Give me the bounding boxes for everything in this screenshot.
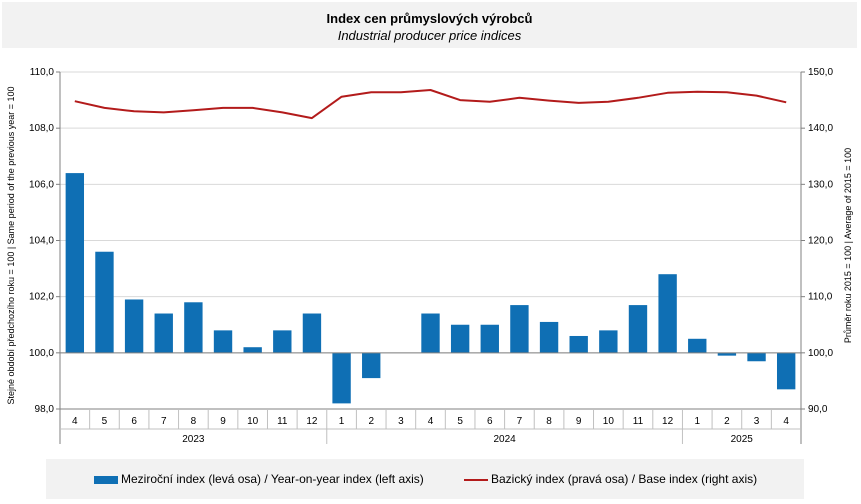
right-tick-label: 120,0 [808, 236, 833, 247]
right-tick-label: 110,0 [808, 292, 833, 303]
bar-yoy [273, 330, 292, 353]
chart-subtitle: Industrial producer price indices [337, 28, 522, 43]
x-tick-label: 1 [694, 416, 700, 427]
bar-yoy [243, 347, 262, 353]
left-tick-label: 106,0 [29, 179, 54, 190]
bar-yoy [421, 313, 440, 353]
left-tick-label: 110,0 [30, 67, 55, 78]
left-tick-label: 102,0 [29, 292, 54, 303]
bar-yoy [539, 321, 559, 353]
right-tick-label: 150,0 [808, 67, 833, 78]
x-tick-label: 8 [191, 416, 197, 427]
x-tick-label: 4 [428, 416, 434, 427]
bar-yoy [510, 305, 529, 353]
chart-title: Index cen průmyslových výrobců [326, 11, 533, 26]
bar-yoy [480, 324, 499, 353]
bar-yoy [65, 173, 85, 353]
bar-yoy [717, 352, 737, 356]
right-tick-label: 140,0 [808, 123, 833, 134]
y-right-axis-title: Průměr roku 2015 = 100 | Average of 2015… [843, 148, 853, 343]
bar-yoy [184, 302, 203, 353]
x-tick-label: 2 [368, 416, 374, 427]
x-tick-label: 9 [220, 416, 226, 427]
legend-item-base: Bazický index (pravá osa) / Base index (… [464, 472, 757, 486]
x-tick-label: 6 [487, 416, 493, 427]
x-year-label: 2023 [182, 434, 205, 445]
bar-yoy [688, 338, 707, 353]
bar-yoy [450, 324, 470, 353]
legend-line-swatch [464, 478, 488, 481]
x-tick-label: 8 [546, 416, 552, 427]
x-tick-label: 2 [724, 416, 730, 427]
x-tick-label: 7 [161, 416, 167, 427]
legend: Meziroční index (levá osa) / Year-on-yea… [46, 459, 804, 499]
left-tick-label: 98,0 [35, 404, 55, 415]
x-tick-label: 4 [72, 416, 78, 427]
x-tick-label: 6 [131, 416, 137, 427]
right-tick-label: 90,0 [808, 404, 828, 415]
left-tick-label: 100,0 [29, 348, 54, 359]
bar-yoy [628, 305, 648, 353]
bar-yoy [569, 335, 588, 353]
x-tick-label: 3 [398, 416, 404, 427]
bar-yoy [599, 330, 618, 353]
x-tick-label: 4 [783, 416, 789, 427]
x-tick-label: 3 [754, 416, 760, 427]
chart-title-panel: Index cen průmyslových výrobců Industria… [2, 2, 857, 48]
x-tick-label: 10 [603, 416, 615, 427]
x-tick-label: 11 [633, 416, 644, 427]
legend-bar-swatch [94, 475, 118, 484]
y-left-axis-title: Stejné období předchozího roku = 100 | S… [6, 86, 16, 404]
x-tick-label: 1 [339, 416, 345, 427]
x-tick-label: 7 [517, 416, 523, 427]
legend-item-yoy: Meziroční index (levá osa) / Year-on-yea… [94, 472, 424, 486]
x-year-label: 2024 [493, 434, 516, 445]
x-tick-label: 10 [247, 416, 259, 427]
bar-yoy [747, 352, 766, 362]
x-year-label: 2025 [731, 434, 754, 445]
bar-yoy [154, 313, 173, 353]
bar-yoy [362, 352, 381, 379]
legend-label-base: Bazický index (pravá osa) / Base index (… [491, 472, 758, 486]
x-tick-label: 9 [576, 416, 582, 427]
bar-yoy [213, 330, 233, 353]
x-tick-label: 12 [662, 416, 674, 427]
bar-yoy [658, 274, 677, 353]
right-tick-label: 100,0 [808, 348, 833, 359]
bar-yoy [776, 352, 796, 390]
bar-yoy [95, 251, 114, 353]
right-tick-label: 130,0 [808, 179, 833, 190]
left-tick-label: 108,0 [29, 123, 54, 134]
bar-yoy [332, 352, 351, 404]
legend-label-yoy: Meziroční index (levá osa) / Year-on-yea… [121, 472, 424, 486]
bar-yoy [302, 313, 322, 353]
bar-yoy [124, 299, 144, 353]
line-base-index [74, 89, 787, 120]
x-tick-label: 5 [457, 416, 463, 427]
x-tick-label: 11 [277, 416, 288, 427]
left-tick-label: 104,0 [29, 236, 54, 247]
x-tick-label: 12 [306, 416, 318, 427]
x-tick-label: 5 [102, 416, 108, 427]
